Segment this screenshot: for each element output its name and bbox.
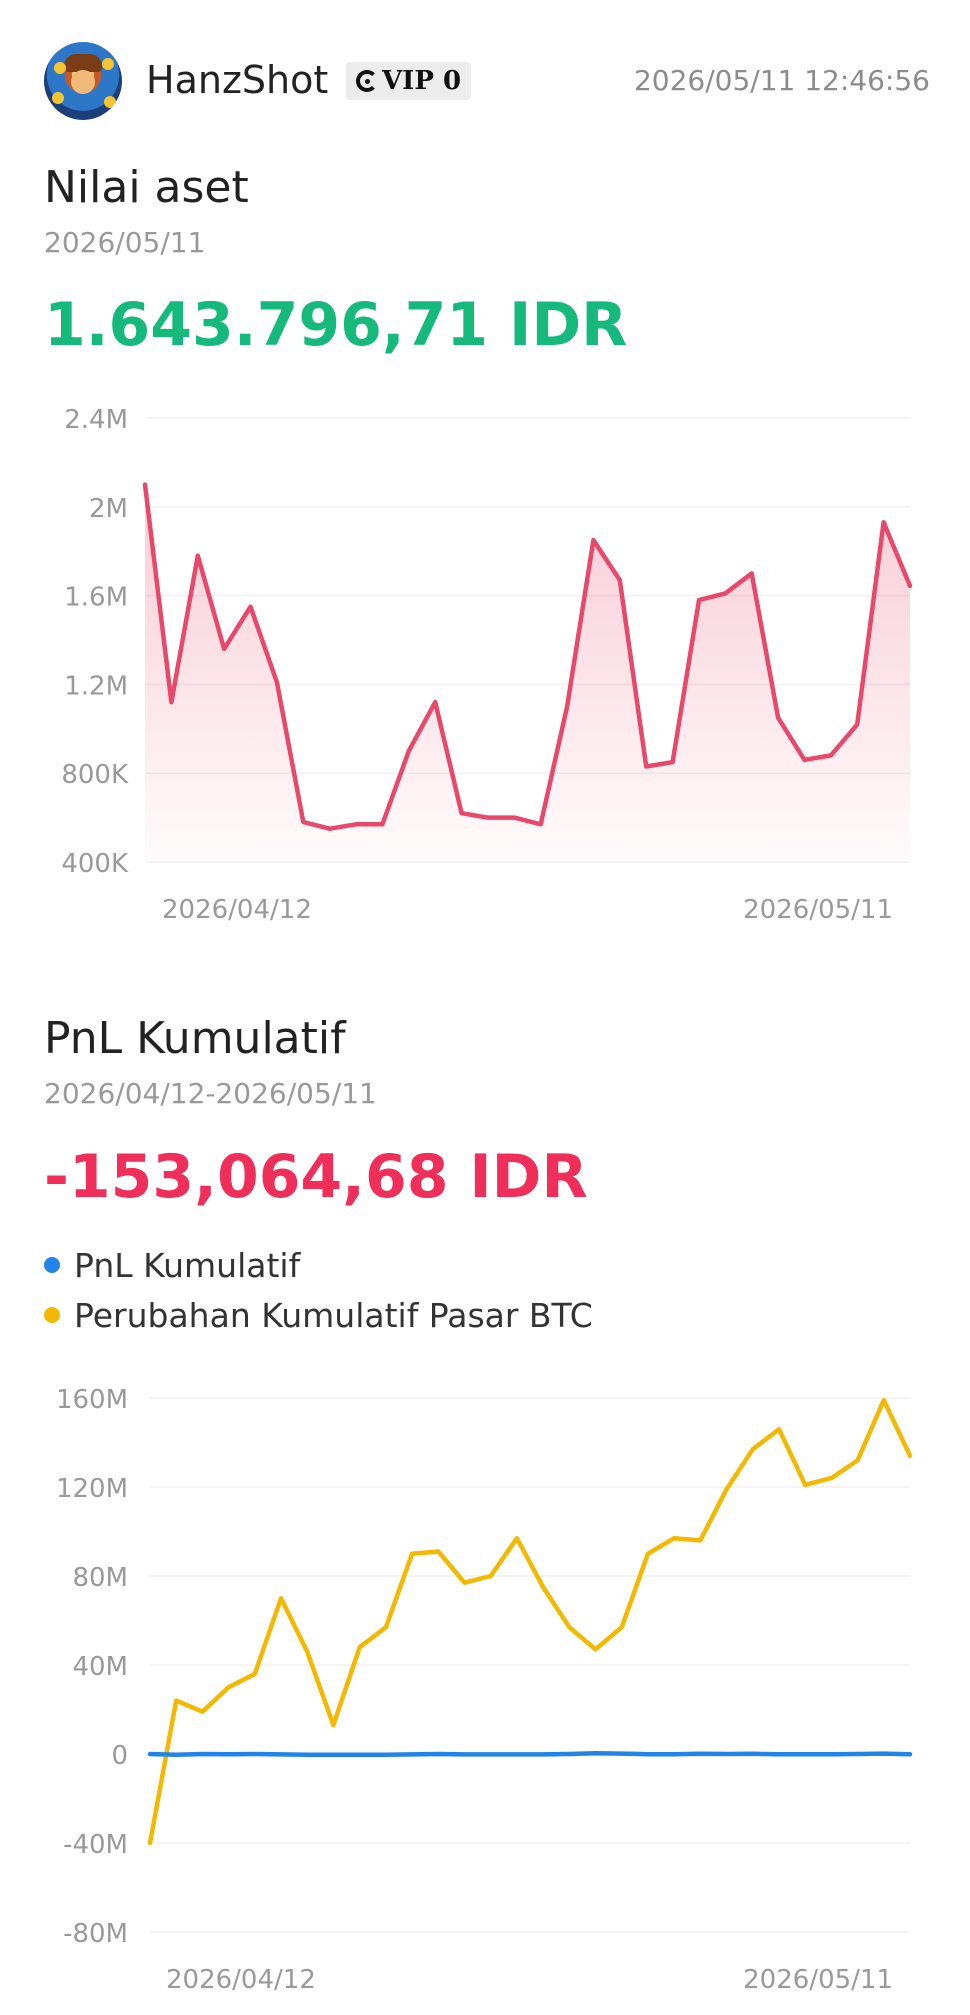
legend-item-pnl[interactable]: PnL Kumulatif — [44, 1240, 593, 1290]
asset-date: 2026/05/11 — [44, 226, 206, 259]
y-tick-label: 800K — [61, 760, 129, 790]
btc-series-line — [147, 1397, 913, 1846]
asset-value: 1.643.796,71 IDR — [44, 290, 628, 360]
legend-item-btc[interactable]: Perubahan Kumulatif Pasar BTC — [44, 1290, 593, 1340]
legend-dot-pnl — [44, 1257, 60, 1273]
pnl-title: PnL Kumulatif — [44, 1013, 346, 1064]
y-tick-label: 1.2M — [64, 671, 128, 701]
asset-area — [145, 484, 910, 862]
y-tick-label: -40M — [63, 1830, 128, 1860]
pnl-date-range: 2026/04/12-2026/05/11 — [44, 1077, 377, 1110]
y-tick-label: 2M — [89, 494, 128, 524]
username: HanzShot — [146, 58, 329, 102]
x-tick-label: 2026/04/12 — [166, 1965, 316, 1995]
pnl-value: -153,064,68 IDR — [44, 1142, 588, 1212]
x-tick-label: 2026/04/12 — [162, 895, 312, 925]
profile-header: HanzShot VIP 0 2026/05/11 12:46:56 — [44, 42, 930, 122]
y-tick-label: -80M — [63, 1919, 128, 1949]
pnl-chart: 160M 120M 80M 40M 0 -40M -80M 2026/04/12 2026/05… — [56, 1385, 913, 1995]
vip-logo-icon — [356, 70, 378, 92]
timestamp: 2026/05/11 12:46:56 — [633, 64, 930, 97]
vip-badge: VIP 0 — [346, 62, 472, 100]
y-tick-label: 1.6M — [64, 583, 128, 613]
y-tick-label: 160M — [56, 1385, 128, 1415]
asset-title: Nilai aset — [44, 162, 249, 213]
legend-dot-btc — [44, 1307, 60, 1323]
pnl-series-line — [147, 1751, 913, 1757]
avatar[interactable] — [44, 42, 122, 120]
x-tick-label: 2026/05/11 — [743, 895, 893, 925]
legend-label-btc: Perubahan Kumulatif Pasar BTC — [74, 1295, 593, 1335]
vip-label: VIP 0 — [382, 66, 462, 96]
x-tick-label: 2026/05/11 — [743, 1965, 893, 1995]
asset-series-line — [142, 482, 913, 831]
y-tick-label: 0 — [111, 1741, 128, 1771]
legend-label-pnl: PnL Kumulatif — [74, 1245, 301, 1285]
asset-value-chart: 2.4M 2M 1.6M 1.2M 800K 400K 2026/04/12 2026/05/… — [61, 405, 913, 925]
chart-legend: PnL Kumulatif Perubahan Kumulatif Pasar … — [44, 1240, 593, 1340]
y-tick-label: 80M — [72, 1563, 128, 1593]
y-tick-label: 120M — [56, 1474, 128, 1504]
y-tick-label: 400K — [61, 849, 129, 879]
y-tick-label: 2.4M — [64, 405, 128, 435]
y-tick-label: 40M — [72, 1652, 128, 1682]
